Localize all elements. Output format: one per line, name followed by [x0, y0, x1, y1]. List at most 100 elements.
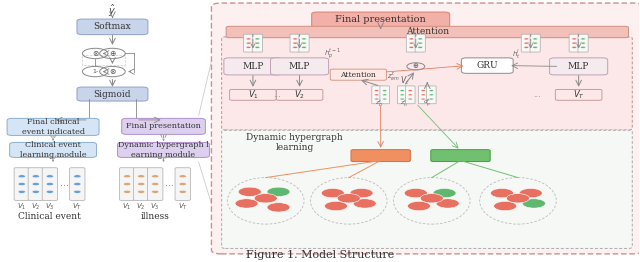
Text: $V_1$: $V_1$: [248, 89, 259, 101]
Circle shape: [532, 46, 538, 48]
FancyBboxPatch shape: [550, 58, 608, 75]
Text: Dynamic hypergraph l
earning module: Dynamic hypergraph l earning module: [118, 141, 209, 159]
Circle shape: [18, 183, 26, 185]
FancyBboxPatch shape: [122, 118, 205, 134]
Circle shape: [408, 94, 413, 96]
Circle shape: [374, 90, 379, 91]
Circle shape: [301, 38, 307, 40]
Circle shape: [124, 175, 131, 178]
Text: $V_2$: $V_2$: [294, 89, 305, 101]
Circle shape: [524, 42, 529, 44]
Circle shape: [179, 190, 186, 193]
FancyBboxPatch shape: [10, 143, 97, 157]
Circle shape: [524, 46, 529, 48]
FancyBboxPatch shape: [134, 168, 149, 200]
Circle shape: [337, 194, 360, 203]
FancyBboxPatch shape: [70, 168, 85, 200]
Circle shape: [383, 94, 387, 96]
Text: $\hat{y}$: $\hat{y}$: [108, 3, 116, 19]
Text: $z_{em}^t$: $z_{em}^t$: [387, 69, 400, 83]
FancyBboxPatch shape: [372, 86, 381, 104]
Text: ⊗: ⊗: [92, 49, 99, 58]
Circle shape: [421, 94, 426, 96]
Circle shape: [374, 94, 379, 96]
Text: MLP: MLP: [289, 62, 310, 71]
FancyBboxPatch shape: [120, 168, 135, 200]
Circle shape: [404, 188, 428, 198]
Circle shape: [409, 38, 414, 40]
FancyBboxPatch shape: [351, 150, 410, 162]
Text: 1-: 1-: [92, 69, 99, 74]
Circle shape: [18, 175, 26, 178]
FancyBboxPatch shape: [380, 86, 390, 104]
Circle shape: [572, 46, 577, 48]
Circle shape: [433, 188, 456, 198]
Text: ⊕: ⊕: [413, 63, 419, 69]
Circle shape: [179, 175, 186, 178]
Text: Attention: Attention: [340, 71, 376, 79]
Text: $V_T$: $V_T$: [573, 89, 584, 101]
Text: GRU: GRU: [477, 61, 498, 70]
Circle shape: [580, 38, 586, 40]
Circle shape: [400, 90, 404, 91]
Text: Sigmoid: Sigmoid: [93, 90, 131, 99]
Circle shape: [429, 90, 433, 91]
Circle shape: [408, 98, 413, 100]
FancyBboxPatch shape: [461, 58, 513, 73]
FancyBboxPatch shape: [221, 37, 632, 130]
Text: $z_D^t$: $z_D^t$: [374, 98, 383, 108]
Text: $V_2$: $V_2$: [136, 201, 146, 212]
FancyBboxPatch shape: [224, 58, 282, 75]
Circle shape: [152, 175, 159, 178]
Circle shape: [400, 94, 404, 96]
Circle shape: [235, 199, 258, 208]
Circle shape: [124, 183, 131, 185]
Text: $V_T$: $V_T$: [178, 201, 188, 212]
Text: ...: ...: [273, 90, 280, 99]
Text: $V_2$: $V_2$: [31, 201, 40, 212]
Circle shape: [324, 201, 348, 211]
Circle shape: [246, 38, 251, 40]
Circle shape: [32, 190, 40, 193]
Circle shape: [46, 183, 54, 185]
Text: ...: ...: [60, 178, 69, 188]
FancyBboxPatch shape: [556, 89, 602, 100]
Circle shape: [267, 203, 290, 212]
FancyBboxPatch shape: [397, 86, 407, 104]
FancyBboxPatch shape: [299, 34, 309, 52]
FancyBboxPatch shape: [419, 86, 428, 104]
Circle shape: [532, 42, 538, 44]
Circle shape: [429, 94, 433, 96]
Circle shape: [418, 38, 422, 40]
Circle shape: [418, 42, 422, 44]
FancyBboxPatch shape: [406, 86, 415, 104]
FancyBboxPatch shape: [406, 34, 417, 52]
Circle shape: [255, 46, 260, 48]
Circle shape: [74, 183, 81, 185]
FancyBboxPatch shape: [330, 69, 387, 80]
Text: Figure 1. Model Structure: Figure 1. Model Structure: [246, 250, 394, 260]
Circle shape: [383, 90, 387, 91]
FancyBboxPatch shape: [252, 34, 262, 52]
Text: $V_T$: $V_T$: [72, 201, 83, 212]
Circle shape: [74, 190, 81, 193]
FancyBboxPatch shape: [230, 89, 276, 100]
Circle shape: [506, 194, 529, 203]
FancyBboxPatch shape: [28, 168, 44, 200]
Circle shape: [374, 98, 379, 100]
Circle shape: [124, 190, 131, 193]
Circle shape: [74, 175, 81, 178]
FancyBboxPatch shape: [569, 34, 579, 52]
Text: ⊕: ⊕: [109, 49, 116, 58]
Circle shape: [179, 183, 186, 185]
Text: illness: illness: [141, 212, 170, 221]
Circle shape: [532, 38, 538, 40]
FancyBboxPatch shape: [226, 26, 628, 38]
Circle shape: [421, 98, 426, 100]
FancyBboxPatch shape: [578, 34, 588, 52]
Circle shape: [138, 190, 145, 193]
Text: $z_h^t$: $z_h^t$: [400, 98, 408, 108]
Circle shape: [572, 42, 577, 44]
Circle shape: [32, 183, 40, 185]
Circle shape: [409, 46, 414, 48]
